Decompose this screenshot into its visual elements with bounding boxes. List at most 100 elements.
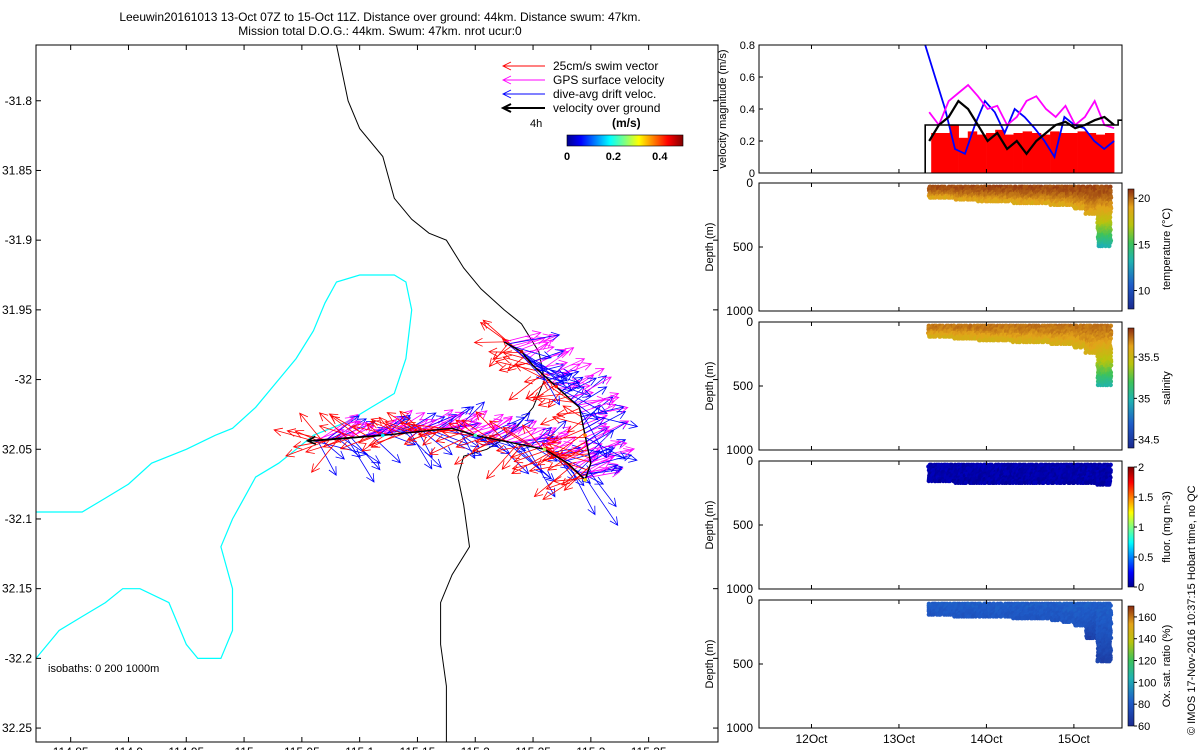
velocity-line-1 xyxy=(929,85,1114,128)
speed-colorbar-tick: 0 xyxy=(564,151,570,163)
map-x-tick-label: 114.9 xyxy=(114,745,143,750)
drift-velocity-arrow xyxy=(406,433,441,467)
map-x-tick-label: 115.15 xyxy=(400,745,436,750)
swim-speed-bar xyxy=(1068,133,1077,173)
section-data-point xyxy=(1107,244,1111,248)
section-data-point xyxy=(1107,659,1111,663)
legend-label-2: dive-avg drift veloc. xyxy=(553,87,656,101)
depth-tick-label: 0 xyxy=(746,454,753,468)
speed-colorbar-label: (m/s) xyxy=(612,116,641,130)
colorbar-tick-label: 10 xyxy=(1138,286,1150,298)
velocity-y-tick-label: 0.6 xyxy=(740,72,755,84)
section-plot-area-2 xyxy=(926,463,1113,487)
isobath-1000m-line xyxy=(337,45,545,742)
depth-axis-label: Depth (m) xyxy=(704,501,716,550)
map-x-tick-label: 115.35 xyxy=(631,745,667,750)
colorbar-tick-label: 2 xyxy=(1138,462,1144,474)
colorbar-tick-label: 160 xyxy=(1138,612,1156,624)
map-y-tick-label: 31.85 xyxy=(2,163,32,177)
colorbar-0 xyxy=(1128,189,1134,309)
colorbar-tick-label: 140 xyxy=(1138,634,1156,646)
swim-speed-bar xyxy=(940,133,949,173)
swim-vector-arrow xyxy=(475,338,505,346)
legend-arrow-2 xyxy=(503,90,545,98)
map-panel: 114.85114.9114.95115115.05115.1115.15115… xyxy=(2,45,718,750)
track-speed-dot xyxy=(381,434,385,438)
map-plot-area xyxy=(36,45,637,742)
depth-tick-label: 0 xyxy=(746,176,753,190)
swim-speed-bar xyxy=(931,133,940,173)
legend-label-0: 25cm/s swim vector xyxy=(553,59,658,73)
map-x-tick-label: 115.2 xyxy=(461,745,490,750)
swim-speed-bar xyxy=(1059,133,1068,173)
map-y-tick-label: -31.8 xyxy=(5,94,33,108)
colorbar-tick-label: 15 xyxy=(1138,239,1150,251)
map-x-tick-label: 115.05 xyxy=(284,745,320,750)
swim-vector-arrow xyxy=(287,429,326,440)
map-y-tick-label: -31.9 xyxy=(5,233,33,247)
time-tick-label: 12Oct xyxy=(795,732,828,746)
swim-vector-arrow xyxy=(286,440,330,457)
swim-speed-bar xyxy=(1078,131,1087,173)
speed-colorbar xyxy=(567,135,683,146)
colorbar-tick-label: 0 xyxy=(1138,582,1144,594)
velocity-y-tick-label: 0.8 xyxy=(740,40,755,52)
track-speed-dot xyxy=(520,350,524,354)
depth-tick-label: 500 xyxy=(733,657,753,671)
section-plot-area-3 xyxy=(927,602,1114,664)
colorbar-tick-label: 1 xyxy=(1138,522,1144,534)
colorbar-tick-label: 20 xyxy=(1138,193,1150,205)
time-tick-label: 13Oct xyxy=(883,732,916,746)
map-y-tick-label: -32 xyxy=(15,373,33,387)
swim-vector-arrow xyxy=(533,385,555,400)
swim-speed-bar xyxy=(1105,133,1114,173)
isobaths-label: isobaths: 0 200 1000m xyxy=(48,663,159,675)
legend-arrow-1 xyxy=(503,76,545,84)
swim-speed-bar xyxy=(959,138,968,173)
colorbar-label-2: fluor. (mg m-3) xyxy=(1161,491,1173,563)
timeseries-panels: 00.20.40.60.8velocity magnitude (m/s)050… xyxy=(704,40,1173,746)
depth-axis-label: Depth (m) xyxy=(704,640,716,689)
swim-speed-bar xyxy=(1014,133,1023,173)
velocity-y-tick-label: 0.4 xyxy=(740,104,755,116)
map-x-tick-label: 115 xyxy=(234,745,253,750)
legend-label-3: velocity over ground xyxy=(553,101,660,115)
swim-vector-arrow xyxy=(508,356,525,371)
map-y-tick-label: 31.95 xyxy=(2,303,32,317)
track-speed-dot xyxy=(473,434,477,438)
map-x-tick-label: 115.25 xyxy=(515,745,551,750)
colorbar-tick-label: 34.5 xyxy=(1138,435,1159,447)
map-y-tick-label: -32.2 xyxy=(5,651,33,665)
velocity-plot-area xyxy=(925,45,1122,173)
legend-arrow-0 xyxy=(503,62,545,70)
swim-speed-bar xyxy=(1096,135,1105,173)
legend-dog-interval: 4h xyxy=(530,118,542,130)
depth-axis-label: Depth (m) xyxy=(704,362,716,411)
colorbar-tick-label: 35.5 xyxy=(1138,352,1159,364)
colorbar-tick-label: 0.5 xyxy=(1138,552,1153,564)
map-y-tick-label: 32.15 xyxy=(2,582,32,596)
track-speed-dot xyxy=(554,385,558,389)
colorbar-1 xyxy=(1128,328,1134,448)
colorbar-tick-label: 100 xyxy=(1138,677,1156,689)
colorbar-tick-label: 35 xyxy=(1138,393,1150,405)
map-x-tick-label: 115.1 xyxy=(345,745,374,750)
swim-speed-bar xyxy=(977,135,986,173)
imos-stamp: © IMOS 17-Nov-2016 10:37:15 Hobart time,… xyxy=(1186,485,1198,735)
map-x-tick-label: 114.95 xyxy=(168,745,204,750)
time-tick-label: 14Oct xyxy=(970,732,1003,746)
map-y-tick-label: -32.1 xyxy=(5,512,33,526)
track-speed-dot xyxy=(583,478,587,482)
map-y-tick-label: 32.25 xyxy=(2,721,32,735)
map-x-tick-label: 115.3 xyxy=(576,745,605,750)
swim-vector-arrow xyxy=(274,428,313,441)
velocity-y-tick-label: 0.2 xyxy=(740,136,755,148)
depth-tick-label: 1000 xyxy=(726,721,753,735)
depth-tick-label: 0 xyxy=(746,315,753,329)
section-plot-area-1 xyxy=(926,324,1113,388)
isobath-200m-line xyxy=(36,275,412,658)
map-legend: 25cm/s swim vectorGPS surface velocitydi… xyxy=(503,59,683,163)
swim-speed-bar xyxy=(968,131,977,173)
swim-speed-bar xyxy=(1087,133,1096,173)
figure: 114.85114.9114.95115115.05115.1115.15115… xyxy=(0,0,1200,750)
